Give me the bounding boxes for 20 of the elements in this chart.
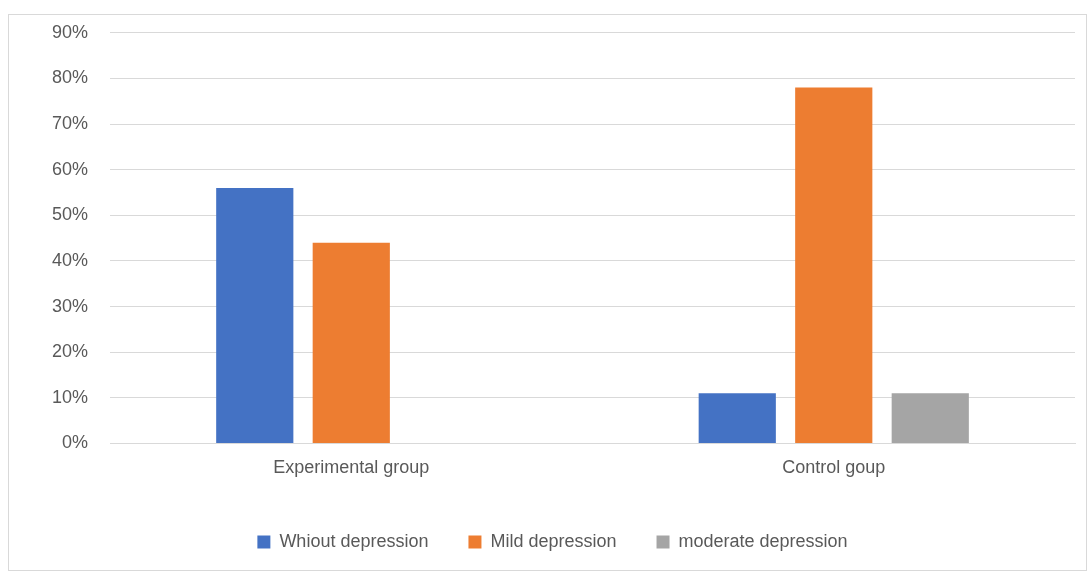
legend-label: moderate depression: [678, 530, 848, 551]
bar: [795, 87, 873, 443]
x-tick-label: Control goup: [782, 457, 886, 478]
y-tick-label: 90%: [52, 21, 89, 42]
y-tick-label: 80%: [52, 67, 89, 88]
y-tick-label: 70%: [52, 113, 89, 134]
y-tick-label: 10%: [52, 386, 89, 407]
y-tick-label: 40%: [52, 249, 89, 270]
y-tick-label: 60%: [52, 158, 89, 179]
y-tick-label: 0%: [62, 432, 89, 453]
legend-label: Mild depression: [490, 530, 617, 551]
bar: [312, 242, 390, 443]
legend-label: Whiout depression: [279, 530, 429, 551]
x-tick-label: Experimental group: [273, 457, 430, 478]
bar: [891, 393, 969, 443]
bar: [698, 393, 776, 443]
bar: [216, 187, 294, 443]
y-tick-label: 20%: [52, 341, 89, 362]
y-tick-label: 30%: [52, 295, 89, 316]
y-tick-label: 50%: [52, 204, 89, 225]
